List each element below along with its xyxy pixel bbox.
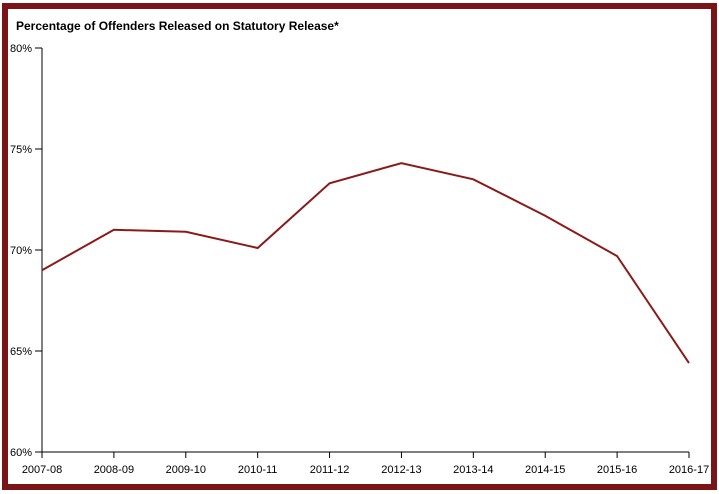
y-tick-label: 75% [10,144,32,156]
x-tick-label: 2015-16 [597,464,637,476]
trend-line-group [41,162,690,364]
y-tick-label: 65% [10,346,32,358]
x-tick-label: 2013-14 [453,464,493,476]
x-tick-label: 2008-09 [94,464,134,476]
y-tick-label: 70% [10,245,32,257]
x-tick-label: 2007-08 [22,464,62,476]
statutory-release-trend-line [41,162,690,364]
x-tick-label: 2016-17 [669,464,709,476]
chart-border-frame [2,3,717,490]
x-tick-label: 2011-12 [310,464,350,476]
x-tick-label: 2009-10 [166,464,206,476]
x-tick-label: 2010-11 [238,464,278,476]
y-tick-label: 80% [10,43,32,55]
x-tick-label: 2014-15 [525,464,565,476]
y-tick-label: 60% [10,447,32,459]
x-tick-label: 2012-13 [381,464,421,476]
axes: 60% 65% 70% 75% 80% 2007-08 2008-09 2009-10 2010… [10,43,709,476]
chart-title: Percentage of Offenders Released on Stat… [16,19,339,33]
